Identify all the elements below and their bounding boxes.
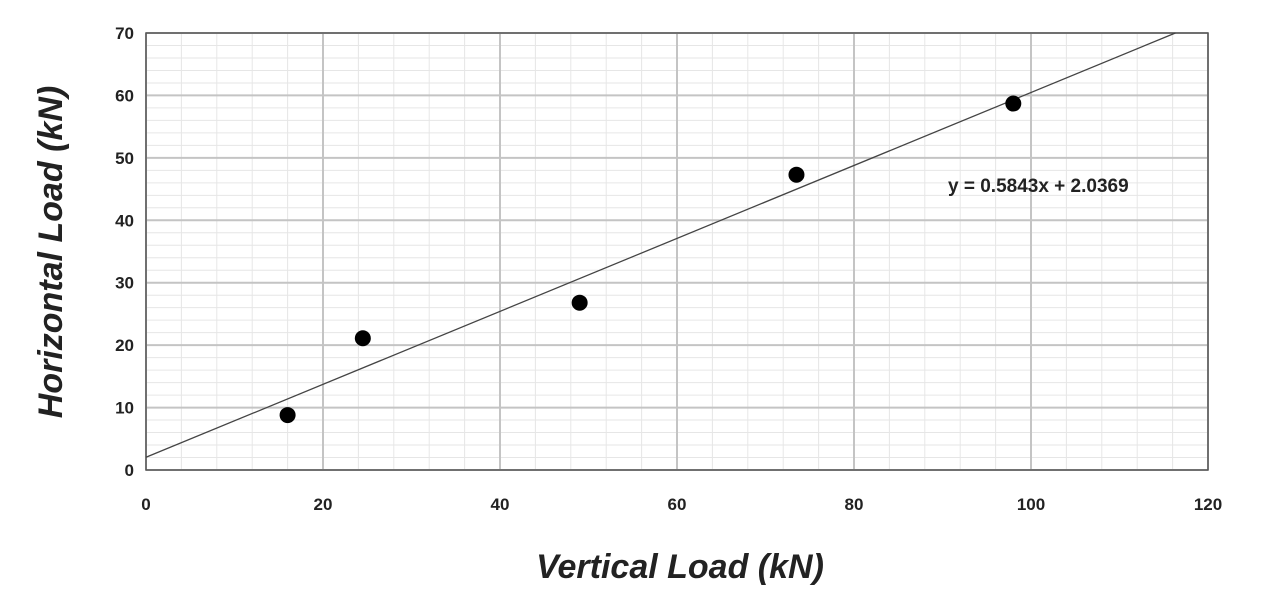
data-point xyxy=(788,166,805,183)
x-tick-label: 80 xyxy=(845,495,864,514)
x-axis-tick-labels: 0 20 40 60 80 100 120 xyxy=(141,495,1222,514)
y-tick-label: 0 xyxy=(125,461,134,480)
plot-area-frame xyxy=(145,32,1209,471)
y-axis-tick-labels: 0 10 20 30 40 50 60 70 xyxy=(115,24,134,480)
y-tick-label: 70 xyxy=(115,24,134,43)
x-tick-label: 120 xyxy=(1194,495,1222,514)
y-tick-label: 10 xyxy=(115,399,134,418)
x-tick-label: 100 xyxy=(1017,495,1045,514)
x-tick-label: 40 xyxy=(491,495,510,514)
data-point xyxy=(1005,95,1022,112)
y-tick-label: 60 xyxy=(115,86,134,105)
y-axis-title: Horizontal Load (kN) xyxy=(32,86,70,418)
linear-trendline xyxy=(145,32,1176,458)
data-point xyxy=(571,294,588,311)
trendline-equation: y = 0.5843x + 2.0369 xyxy=(948,176,1129,197)
data-points xyxy=(279,95,1022,424)
y-tick-label: 40 xyxy=(115,211,134,230)
y-tick-label: 50 xyxy=(115,149,134,168)
x-axis-title: Vertical Load (kN) xyxy=(536,548,824,586)
major-gridlines xyxy=(145,32,1209,471)
y-tick-label: 30 xyxy=(115,274,134,293)
data-point xyxy=(354,330,371,347)
x-tick-label: 0 xyxy=(141,495,150,514)
x-tick-label: 60 xyxy=(668,495,687,514)
y-tick-label: 20 xyxy=(115,336,134,355)
x-tick-label: 20 xyxy=(314,495,333,514)
data-point xyxy=(279,407,296,424)
